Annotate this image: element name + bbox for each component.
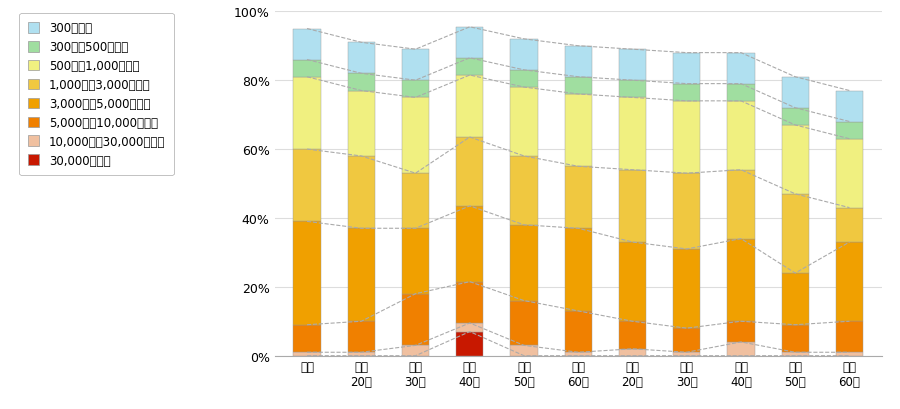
Bar [564,229,592,311]
Bar [510,301,537,346]
Bar [836,353,863,356]
Bar [782,126,809,194]
Bar [673,353,700,356]
Bar [727,170,754,239]
Bar [673,101,700,174]
Bar [673,84,700,101]
Bar [347,91,374,157]
Bar [673,174,700,249]
Bar [347,43,374,74]
Bar [836,321,863,353]
Bar [456,58,483,76]
Bar [456,138,483,207]
Bar [510,88,537,157]
Bar [782,108,809,126]
Bar [836,122,863,139]
Bar [782,194,809,273]
Bar [564,311,592,353]
Bar [619,170,646,243]
Bar [293,29,320,61]
Bar [727,239,754,321]
Bar [727,321,754,342]
Bar [456,207,483,282]
Bar [564,353,592,356]
Bar [402,50,429,81]
Bar [564,95,592,167]
Bar [619,243,646,321]
Bar [293,353,320,356]
Bar [510,225,537,301]
Bar [347,157,374,229]
Bar [456,76,483,138]
Bar [727,54,754,84]
Bar [347,321,374,353]
Bar [564,47,592,78]
Bar [456,28,483,58]
Bar [347,229,374,321]
Bar [347,74,374,91]
Bar [402,174,429,229]
Bar [456,323,483,332]
Bar [836,243,863,321]
Bar [510,346,537,356]
Bar [782,353,809,356]
Bar [293,78,320,150]
Bar [727,84,754,101]
Bar [402,294,429,346]
Bar [402,81,429,98]
Bar [402,229,429,294]
Bar [347,353,374,356]
Bar [673,54,700,84]
Bar [293,61,320,78]
Bar [510,40,537,71]
Bar [619,349,646,356]
Bar [293,222,320,325]
Bar [402,98,429,174]
Bar [727,342,754,356]
Bar [510,71,537,88]
Bar [782,325,809,353]
Bar [456,332,483,356]
Bar [619,98,646,170]
Bar [836,91,863,122]
Bar [619,81,646,98]
Bar [564,167,592,229]
Bar [564,78,592,95]
Bar [619,321,646,349]
Legend: 300円未満, 300円～500円未満, 500円～1,000円未満, 1,000円～3,000円未満, 3,000円～5,000円未満, 5,000円～10,: 300円未満, 300円～500円未満, 500円～1,000円未満, 1,00… [20,14,174,175]
Bar [456,282,483,323]
Bar [293,325,320,353]
Bar [293,150,320,222]
Bar [673,249,700,328]
Bar [782,273,809,325]
Bar [782,78,809,108]
Bar [673,328,700,353]
Bar [402,346,429,356]
Bar [836,208,863,243]
Bar [727,101,754,170]
Bar [510,157,537,225]
Bar [619,50,646,81]
Bar [836,139,863,208]
